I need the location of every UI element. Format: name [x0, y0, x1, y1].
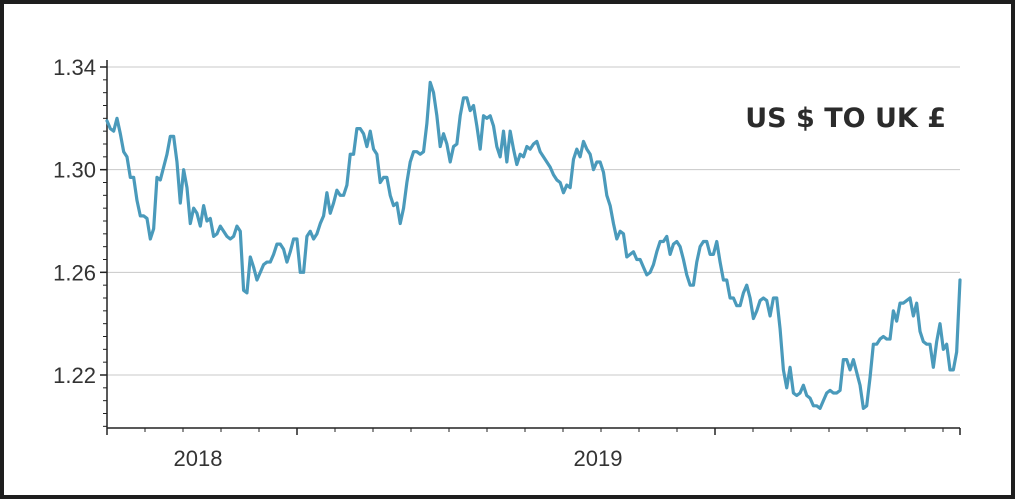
x-tick-label: 2018: [174, 446, 223, 471]
x-tick-label: 2019: [574, 446, 623, 471]
chart-title: US $ TO UK £: [745, 103, 946, 134]
y-tick-label: 1.34: [53, 55, 96, 80]
y-ticks: 1.22 1.26 1.30 1.34: [53, 55, 107, 427]
y-tick-label: 1.22: [53, 363, 96, 388]
y-tick-label: 1.30: [53, 158, 96, 183]
series-line: [105, 80, 962, 410]
x-ticks: 2018 2019: [106, 428, 961, 471]
y-tick-label: 1.26: [53, 260, 96, 285]
